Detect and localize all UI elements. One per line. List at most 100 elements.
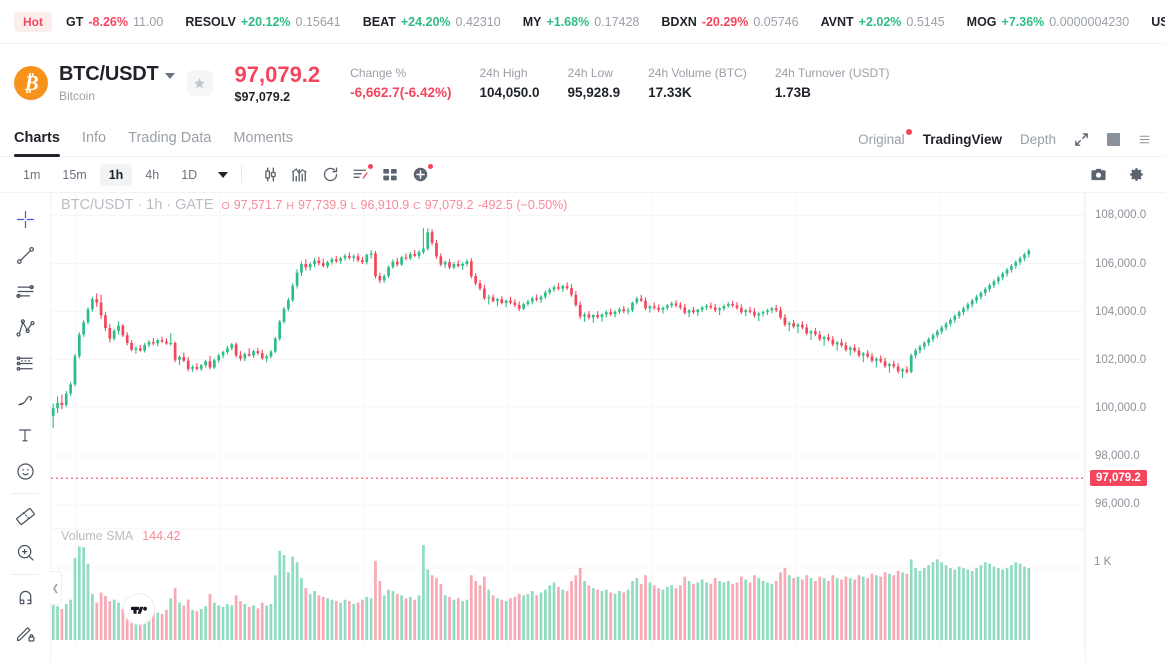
sidebar-collapse-button[interactable]: ❮ [50, 571, 62, 605]
timeframe-1D[interactable]: 1D [181, 167, 198, 182]
pair-name-block[interactable]: BTC/USDT Bitcoin [59, 63, 175, 103]
pencil-lock-glyph [16, 626, 34, 642]
timeframe-1h[interactable]: 1h [99, 163, 133, 186]
bitcoin-logo-icon: ₿ [14, 66, 48, 100]
timeframe-4h[interactable]: 4h [145, 167, 160, 182]
emoji-icon[interactable] [7, 453, 43, 489]
section-nav: Charts Info Trading Data Moments Original Tr… [0, 122, 1165, 157]
ticker-symbol: USDC [1151, 14, 1165, 29]
ticker-symbol: RESOLV [185, 14, 236, 29]
ticker-item[interactable]: BEAT +24.20% 0.42310 [363, 15, 501, 29]
crosshair-icon[interactable] [7, 201, 43, 237]
ticker-item[interactable]: RESOLV +20.12% 0.15641 [185, 15, 340, 29]
price-axis-tick: 104,000.0 [1095, 305, 1147, 318]
tab-info[interactable]: Info [81, 130, 107, 146]
fullscreen-button[interactable] [1074, 132, 1089, 147]
drawing-toolbar [0, 193, 51, 662]
hot-badge: Hot [14, 11, 52, 32]
toolbar-separator-2 [11, 574, 39, 575]
chart-source-tradingview[interactable]: TradingView [922, 131, 1002, 147]
ticker-item[interactable]: BDXN -20.29% 0.05746 [661, 15, 798, 29]
ruler-icon[interactable] [7, 498, 43, 534]
price-axis[interactable]: 108,000.0 106,000.0 104,000.0 102,000.0 100,… [1085, 193, 1165, 662]
magnet-icon[interactable] [7, 579, 43, 615]
tab-charts[interactable]: Charts [14, 130, 60, 157]
ticker-price: 0.05746 [753, 14, 799, 29]
tab-moments[interactable]: Moments [233, 130, 294, 146]
ticker-change: +20.12% [240, 14, 291, 29]
price-axis-tick: 102,000.0 [1095, 353, 1147, 366]
trend-line-icon[interactable] [7, 237, 43, 273]
toolbar-divider [241, 166, 243, 183]
pair-full-name: Bitcoin [59, 89, 96, 103]
horizontal-lines-icon[interactable] [7, 273, 43, 309]
text-glyph [19, 429, 31, 442]
price-axis-tick: 96,000.0 [1095, 498, 1140, 511]
header-stat-value: 95,928.9 [567, 85, 621, 100]
zoom-in-icon[interactable] [7, 534, 43, 570]
timeframe-dropdown-icon[interactable] [218, 171, 229, 178]
pitchfork-icon[interactable] [7, 309, 43, 345]
ticker-symbol: MOG [966, 14, 997, 29]
indicator-glyph [292, 167, 307, 182]
ticker-change: -8.26% [88, 14, 128, 29]
gear-glyph [1129, 168, 1143, 181]
last-price: 97,079.2 [234, 62, 321, 88]
chart-plot-area[interactable]: BTC/USDT · 1h · GATE O 97,571.7 H 97,739.9… [50, 193, 1085, 662]
fib-retracement-icon[interactable] [7, 345, 43, 381]
timeframe-1m[interactable]: 1m [23, 167, 41, 182]
price-axis-tick: 108,000.0 [1095, 209, 1147, 222]
pencil-lock-icon[interactable] [7, 615, 43, 651]
layout-icon[interactable] [375, 162, 405, 188]
ticker-change: -20.29% [701, 14, 749, 29]
ticker-price: 0.0000004230 [1049, 14, 1130, 29]
ticker-symbol: GT [66, 14, 84, 29]
ticker-item[interactable]: GT -8.26% 11.00 [66, 15, 163, 29]
ticker-item[interactable]: MY +1.68% 0.17428 [523, 15, 640, 29]
tab-trading-data[interactable]: Trading Data [128, 130, 212, 146]
header-stat: Change % -6,662.7(-6.42%) [350, 66, 451, 100]
last-price-block: 97,079.2 $97,079.2 [235, 62, 321, 103]
add-circle-glyph [413, 167, 427, 182]
brush-glyph [17, 395, 32, 405]
refresh-icon[interactable] [315, 162, 345, 188]
zoom-in-glyph [17, 544, 34, 561]
header-stat: 24h Low 95,928.9 [568, 66, 621, 100]
ticker-change: +2.02% [858, 14, 902, 29]
emoji-glyph [16, 462, 34, 480]
header-stat-value: 1.73B [774, 85, 811, 100]
camera-icon[interactable] [1083, 162, 1113, 188]
ticker-item[interactable]: AVNT +2.02% 0.5145 [821, 15, 945, 29]
toolbar-right-group [1083, 162, 1151, 188]
alert-icon[interactable] [345, 162, 375, 188]
add-icon[interactable] [405, 162, 435, 188]
ticker-item[interactable]: MOG +7.36% 0.0000004230 [967, 15, 1130, 29]
chart-source-controls: Original TradingView Depth [858, 128, 1151, 147]
layout-toggle-button[interactable] [1107, 132, 1120, 146]
ticker-item[interactable]: USDC-0.01%1.0002 [1151, 15, 1165, 29]
ticker-change: +7.36% [1001, 14, 1045, 29]
ticker-price: 11.00 [132, 14, 164, 29]
chart-toolbar: 1m 15m 1h 4h 1D [0, 157, 1165, 193]
header-stat-label: 24h Volume (BTC) [648, 66, 747, 80]
more-menu-button[interactable] [1138, 133, 1151, 146]
ticker-price: 0.42310 [455, 14, 501, 29]
price-axis-tick: 106,000.0 [1095, 257, 1147, 270]
text-icon[interactable] [7, 417, 43, 453]
chart-source-depth[interactable]: Depth [1019, 131, 1056, 147]
indicator-icon[interactable] [285, 162, 315, 188]
candlestick-icon[interactable] [255, 162, 285, 188]
gear-icon[interactable] [1121, 162, 1151, 188]
last-price-usd: $97,079.2 [234, 89, 291, 104]
timeframe-15m[interactable]: 15m [62, 167, 87, 182]
brush-icon[interactable] [7, 381, 43, 417]
favorite-star-button[interactable] [186, 70, 213, 96]
tradingview-logo-icon [130, 606, 147, 614]
refresh-glyph [323, 167, 337, 182]
expand-arrows-icon [1075, 132, 1088, 146]
layout-grid-glyph [383, 168, 397, 180]
tradingview-logo-badge[interactable] [123, 593, 155, 625]
ticker-change: +1.68% [546, 14, 590, 29]
chart-source-original[interactable]: Original [858, 128, 912, 147]
chevron-down-icon[interactable] [164, 73, 175, 79]
